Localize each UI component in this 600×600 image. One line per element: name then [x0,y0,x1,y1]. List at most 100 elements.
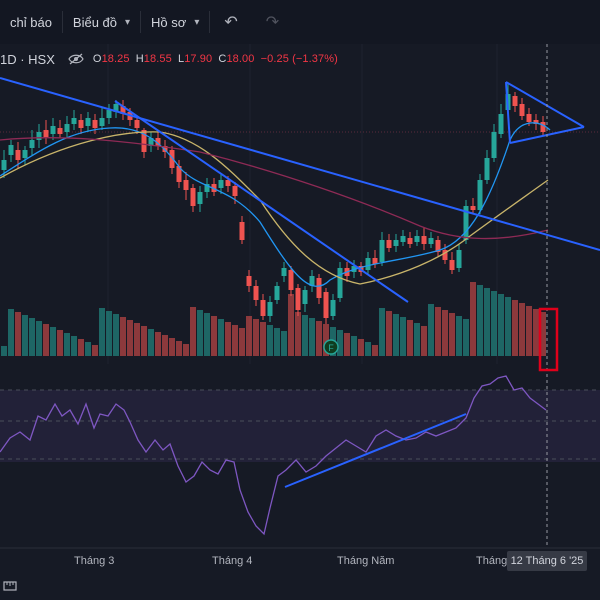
candle-body [92,120,98,128]
change-value: −0.25 (−1.37%) [260,53,338,65]
volume-bar [148,329,154,356]
volume-bar [498,294,504,356]
volume-bar [295,312,301,356]
toolbar-divider [209,11,211,33]
candle-body [169,150,175,168]
candle-body [540,122,546,132]
candle-body [379,240,385,262]
volume-bar [239,328,245,356]
volume-bar [428,304,434,356]
trendline-long-down [0,77,600,251]
candle-body [267,302,273,316]
volume-bar [92,345,98,356]
volume-bar [274,328,280,356]
volume-bar [414,323,420,356]
price-chart[interactable]: F [0,44,600,600]
redo-icon[interactable]: ↷ [265,14,280,31]
indicators-label: chỉ báo [10,14,52,30]
candle-body [456,250,462,268]
moving-averages [0,122,551,287]
volume-bar [29,318,35,356]
ohlc-values: O18.25 H18.55 L17.90 C18.00 −0.25 (−1.37… [93,53,341,65]
indicators-button[interactable]: chỉ báo [0,0,62,44]
volume-bar [372,345,378,356]
candle-body [141,130,147,152]
candle-body [435,240,441,252]
ruler-icon[interactable] [2,578,18,594]
candle-body [190,188,196,206]
volume-bar [435,307,441,356]
symbol-label[interactable]: 1D · HSX [0,51,55,67]
volume-bar [57,330,63,356]
candle-body [148,138,154,146]
candle-body [533,120,539,124]
volume-bar [386,311,392,356]
volume-bar [85,342,91,356]
volume-bar [204,313,210,356]
volume-bar [442,310,448,356]
rsi-pane-background [0,364,600,548]
profile-button[interactable]: Hồ sơ ▾ [141,0,209,44]
candle-body [1,160,7,170]
candle-body [428,238,434,244]
toolbar-divider [140,11,142,33]
candle-body [134,120,140,128]
volume-bar [225,322,231,356]
candle-body [316,278,322,298]
candle-body [29,140,35,148]
candle-body [120,106,126,114]
rsi-band [0,390,600,462]
candle-body [183,180,189,190]
volume-bar [15,312,21,356]
volume-bar [232,325,238,356]
overlays: F [0,44,600,549]
volume-bar [407,320,413,356]
rsi-pane [0,364,600,548]
candle-body [197,192,203,204]
volume-bar [43,324,49,356]
candle-body [442,250,448,260]
crosshair-date-label: 12 Tháng 6 '25 [507,551,587,571]
candle-body [393,240,399,246]
candle-body [302,290,308,304]
candle-body [512,96,518,106]
candle-body [218,180,224,188]
chart-type-label: Biểu đồ [72,14,118,30]
eye-off-icon[interactable] [65,48,87,70]
volume-bar [260,322,266,356]
volume-bar [253,319,259,356]
volume-bar [484,288,490,356]
x-axis-month-label: Tháng Năm [337,555,395,567]
chevron-down-icon: ▾ [194,16,200,28]
candle-body [449,260,455,270]
x-axis-month-label: Tháng 4 [212,555,253,567]
candle-body [113,104,119,112]
candle-body [64,124,70,132]
volume-bar [281,331,287,356]
volume-bar [323,324,329,356]
candle-body [43,130,49,138]
chart-type-button[interactable]: Biểu đồ ▾ [63,0,140,44]
volume-bar [456,316,462,356]
volume-bar [491,291,497,356]
volume-bar [302,315,308,356]
volume-bar [477,285,483,356]
volume-bar [190,307,196,356]
undo-icon[interactable]: ↶ [224,14,238,31]
toolbar-divider [61,11,63,33]
candle-body [8,145,14,155]
candle-body [477,180,483,210]
candle-body [421,236,427,244]
volume-bar [211,316,217,356]
candle-body [78,120,84,128]
candle-body [400,236,406,242]
volume-bar [505,297,511,356]
chart-legend: 1D · HSX O18.25 H18.55 L17.90 C18.00 −0.… [0,48,341,70]
volume-bar [134,323,140,356]
volume-bar [71,336,77,356]
close-value: 18.00 [226,53,255,65]
volume-bar [288,294,294,356]
candle-body [470,206,476,210]
candle-body [15,150,21,160]
volume-bar [183,344,189,356]
